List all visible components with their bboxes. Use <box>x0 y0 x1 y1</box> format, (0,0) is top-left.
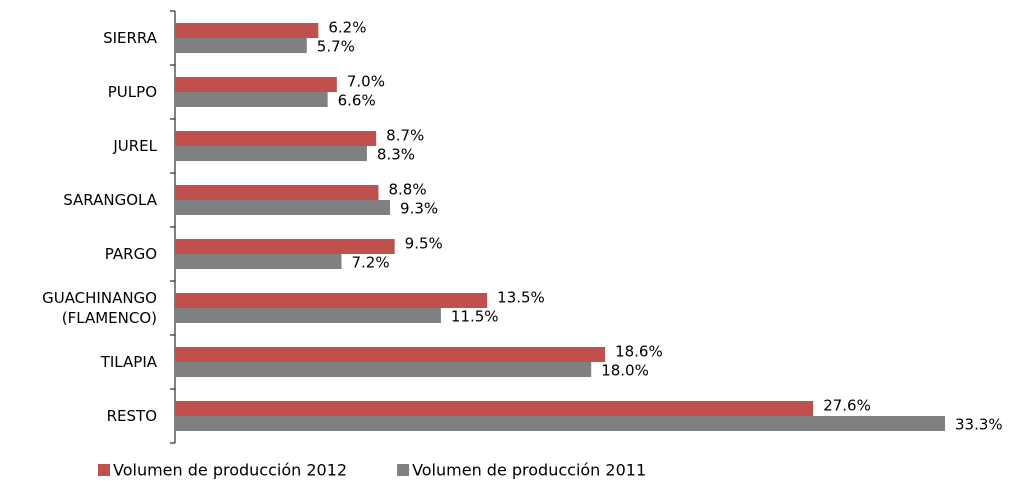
value-label: 5.7% <box>317 38 355 56</box>
bar <box>175 308 441 323</box>
value-label: 7.2% <box>351 254 389 272</box>
bar <box>175 185 379 200</box>
category-label: SIERRA <box>103 29 157 47</box>
bar <box>175 38 307 53</box>
category-label: SARANGOLA <box>63 191 157 209</box>
category-label: PARGO <box>104 245 157 263</box>
category-label: PULPO <box>107 83 157 101</box>
category-label: GUACHINANGO (FLAMENCO) <box>42 289 157 327</box>
value-label: 13.5% <box>497 289 545 307</box>
bar <box>175 293 488 308</box>
legend-swatch <box>98 464 110 476</box>
value-label: 8.8% <box>388 181 426 199</box>
value-label: 6.2% <box>328 19 366 37</box>
bar <box>175 239 395 254</box>
value-label: 18.0% <box>601 362 649 380</box>
bar <box>175 401 814 416</box>
legend-label: Volumen de producción 2012 <box>113 461 347 480</box>
category-label: TILAPIA <box>100 353 157 371</box>
value-label: 33.3% <box>955 416 1003 434</box>
bar <box>175 362 592 377</box>
bar <box>175 146 367 161</box>
bar <box>175 131 377 146</box>
bar <box>175 92 328 107</box>
bar <box>175 347 606 362</box>
value-label: 7.0% <box>347 73 385 91</box>
bar <box>175 23 319 38</box>
category-label: RESTO <box>106 407 157 425</box>
value-label: 6.6% <box>338 92 376 110</box>
value-label: 8.7% <box>386 127 424 145</box>
value-label: 9.3% <box>400 200 438 218</box>
bar <box>175 77 337 92</box>
legend-swatch <box>397 464 410 476</box>
value-label: 27.6% <box>823 397 871 415</box>
legend-label: Volumen de producción 2011 <box>412 461 646 480</box>
bar <box>175 254 342 269</box>
bar <box>175 416 945 431</box>
bar <box>175 200 391 215</box>
value-label: 11.5% <box>451 308 499 326</box>
value-label: 8.3% <box>377 146 415 164</box>
value-label: 9.5% <box>405 235 443 253</box>
category-label: JUREL <box>113 137 157 155</box>
value-label: 18.6% <box>615 343 663 361</box>
